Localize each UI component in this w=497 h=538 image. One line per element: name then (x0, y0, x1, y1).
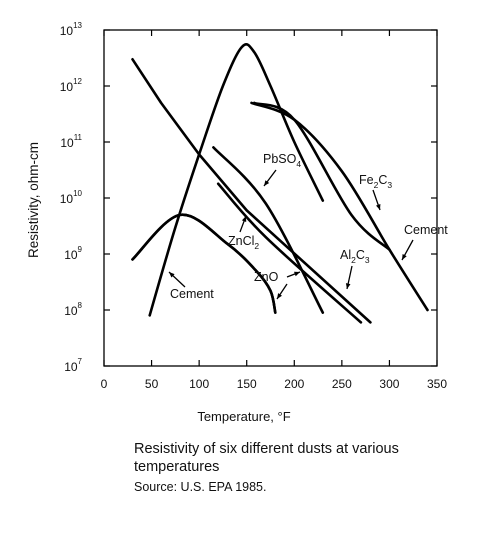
arrow-zno-b-head (277, 293, 282, 299)
axes (103, 29, 438, 367)
arrow-fe2c3-head (376, 204, 381, 210)
arrow-cement-left-head (169, 272, 175, 278)
arrow-cement-right-head (402, 254, 407, 260)
series-line-fe2c3 (253, 101, 391, 251)
label-fe2c3: Fe2C3 (359, 173, 392, 190)
arrow-al2c3-head (345, 283, 351, 289)
series-line-al2c3 (131, 213, 277, 314)
x-tick-label: 350 (427, 377, 447, 391)
series-lines (131, 43, 429, 324)
x-tick-label: 150 (237, 377, 257, 391)
label-al2c3: Al2C3 (340, 248, 370, 265)
series-line-pbso4 (212, 146, 325, 314)
series-line-cement (250, 101, 429, 312)
arrow-zncl2-head (241, 216, 247, 222)
y-tick-label: 1010 (60, 189, 83, 206)
label-cement-right: Cement (404, 223, 448, 237)
x-axis-label: Temperature, °F (197, 409, 290, 424)
resistivity-chart: 0 50 100 150 200 250 300 350 107 108 109 1010 1011 10… (26, 21, 448, 424)
caption-source: Source: U.S. EPA 1985. (134, 480, 267, 494)
y-tick-label: 1011 (60, 133, 82, 150)
arrow-pbso4-head (264, 180, 270, 186)
x-tick-label: 200 (284, 377, 304, 391)
series-line-zno (131, 58, 372, 324)
label-cement-left: Cement (170, 287, 214, 301)
label-zncl2: ZnCl2 (228, 234, 259, 251)
arrow-zno-a-head (294, 271, 300, 277)
y-tick-label: 1012 (60, 77, 83, 94)
x-tick-label: 100 (189, 377, 209, 391)
plot-frame (103, 29, 438, 367)
label-zno: ZnO (254, 270, 279, 284)
x-tick-label: 250 (332, 377, 352, 391)
series-line-zncl2 (216, 182, 363, 324)
ticks: 0 50 100 150 200 250 300 350 107 108 109 1010 1011 10… (60, 21, 448, 391)
x-tick-label: 50 (145, 377, 159, 391)
caption-main: Resistivity of six different dusts at va… (134, 441, 399, 475)
y-tick-label: 108 (64, 301, 82, 318)
annotations: PbSO4 Fe2C3 Cement ZnCl2 Al2C3 ZnO Cement (168, 152, 448, 301)
x-tick-label: 0 (101, 377, 108, 391)
figure-caption: Resistivity of six different dusts at va… (134, 440, 474, 494)
y-tick-label: 107 (64, 357, 82, 374)
series-line-cement (148, 43, 325, 317)
label-pbso4: PbSO4 (263, 152, 301, 169)
y-tick-label: 109 (64, 245, 82, 262)
x-tick-label: 300 (379, 377, 399, 391)
y-axis-label: Resistivity, ohm-cm (26, 142, 41, 258)
y-tick-label: 1013 (60, 21, 83, 38)
